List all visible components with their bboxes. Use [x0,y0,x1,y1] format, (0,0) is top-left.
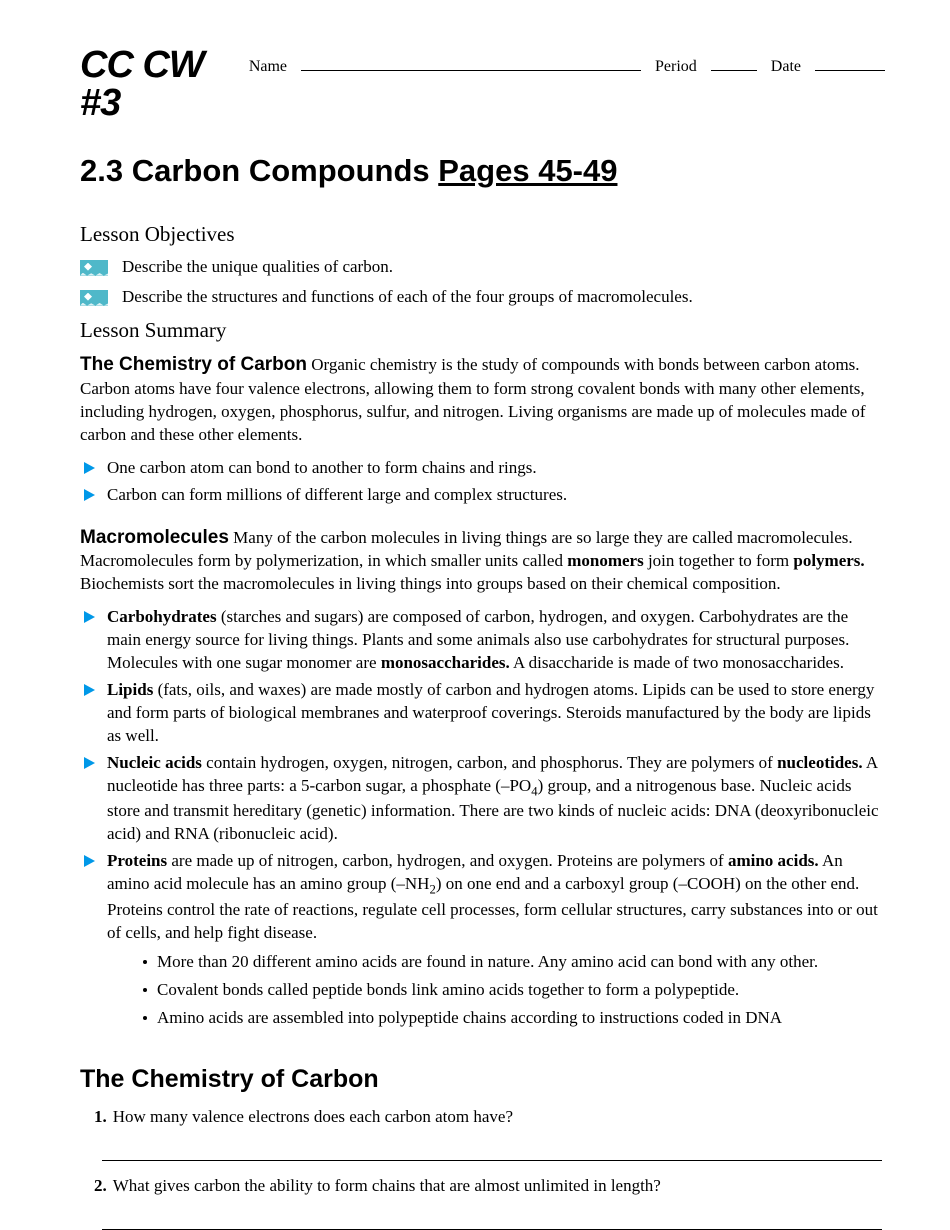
macro-text-b: join together to form [644,551,794,570]
sub-item: Amino acids are assembled into polypepti… [143,1007,885,1030]
bullet-item: One carbon atom can bond to another to f… [84,457,885,480]
date-label: Date [771,56,801,78]
period-label: Period [655,56,697,78]
nucleic-item: Nucleic acids contain hydrogen, oxygen, … [84,752,885,846]
macro-text-c: Biochemists sort the macromolecules in l… [80,574,781,593]
carbs-text: Carbohydrates (starches and sugars) are … [107,606,885,675]
dot-icon [143,1016,147,1020]
doc-stamp: CC CW #3 [80,40,229,122]
carbs-lead: Carbohydrates [107,607,217,626]
objective-text: Describe the structures and functions of… [122,286,693,309]
summary-heading: Lesson Summary [80,316,885,344]
lipids-lead: Lipids [107,680,153,699]
name-label: Name [249,56,287,78]
answer-line-1[interactable] [102,1135,882,1161]
lipids-text: Lipids (fats, oils, and waxes) are made … [107,679,885,748]
nucleic-a: contain hydrogen, oxygen, nitrogen, carb… [202,753,777,772]
lipids-body: (fats, oils, and waxes) are made mostly … [107,680,874,745]
proteins-lead: Proteins [107,851,167,870]
dot-icon [143,988,147,992]
period-input-line[interactable] [711,57,757,71]
sub-text: Amino acids are assembled into polypepti… [157,1007,782,1030]
sub-item: Covalent bonds called peptide bonds link… [143,979,885,1002]
triangle-bullet-icon [84,489,95,501]
mono-bold: monosaccharides. [381,653,510,672]
carbs-b: A disaccharide is made of two monosaccha… [510,653,844,672]
carbs-item: Carbohydrates (starches and sugars) are … [84,606,885,675]
triangle-bullet-icon [84,684,95,696]
question-2: 2. What gives carbon the ability to form… [94,1175,885,1198]
triangle-bullet-icon [84,611,95,623]
objective-item: Describe the unique qualities of carbon. [80,256,885,279]
q-num: 1. [94,1106,107,1129]
triangle-bullet-icon [84,757,95,769]
name-input-line[interactable] [301,57,641,71]
macro-runin: Macromolecules [80,527,229,548]
objective-text: Describe the unique qualities of carbon. [122,256,393,279]
question-1: 1. How many valence electrons does each … [94,1106,885,1129]
objective-item: Describe the structures and functions of… [80,286,885,309]
header-fields: Name Period Date [249,40,885,78]
lipids-item: Lipids (fats, oils, and waxes) are made … [84,679,885,748]
proteins-item: Proteins are made up of nitrogen, carbon… [84,850,885,1034]
macro-intro: Macromolecules Many of the carbon molecu… [80,525,885,597]
objective-icon [80,260,108,276]
proteins-text: Proteins are made up of nitrogen, carbon… [107,850,885,1034]
date-input-line[interactable] [815,57,885,71]
bullet-text: One carbon atom can bond to another to f… [107,457,885,480]
objective-icon [80,290,108,306]
bullet-item: Carbon can form millions of different la… [84,484,885,507]
sub-text: Covalent bonds called peptide bonds link… [157,979,739,1002]
chem-carbon-para: The Chemistry of Carbon Organic chemistr… [80,352,885,446]
protein-sublist: More than 20 different amino acids are f… [143,951,885,1030]
sub-item: More than 20 different amino acids are f… [143,951,885,974]
polymers-bold: polymers. [793,551,864,570]
nucleic-text: Nucleic acids contain hydrogen, oxygen, … [107,752,885,846]
page-title: 2.3 Carbon Compounds Pages 45-49 [80,150,885,192]
q-num: 2. [94,1175,107,1198]
chem-carbon-runin: The Chemistry of Carbon [80,354,307,375]
amino-bold: amino acids. [728,851,819,870]
sub-text: More than 20 different amino acids are f… [157,951,818,974]
proteins-a: are made up of nitrogen, carbon, hydroge… [167,851,728,870]
monomers-bold: monomers [567,551,643,570]
q-text: What gives carbon the ability to form ch… [113,1175,661,1198]
header-row: CC CW #3 Name Period Date [80,40,885,122]
nucleic-lead: Nucleic acids [107,753,202,772]
triangle-bullet-icon [84,462,95,474]
objectives-heading: Lesson Objectives [80,220,885,248]
triangle-bullet-icon [84,855,95,867]
dot-icon [143,960,147,964]
nucleotides-bold: nucleotides. [777,753,862,772]
questions-heading: The Chemistry of Carbon [80,1063,885,1097]
answer-line-2[interactable] [102,1204,882,1230]
title-prefix: 2.3 Carbon Compounds [80,153,438,188]
bullet-text: Carbon can form millions of different la… [107,484,885,507]
q-text: How many valence electrons does each car… [113,1106,513,1129]
title-pages: Pages 45-49 [438,153,617,188]
